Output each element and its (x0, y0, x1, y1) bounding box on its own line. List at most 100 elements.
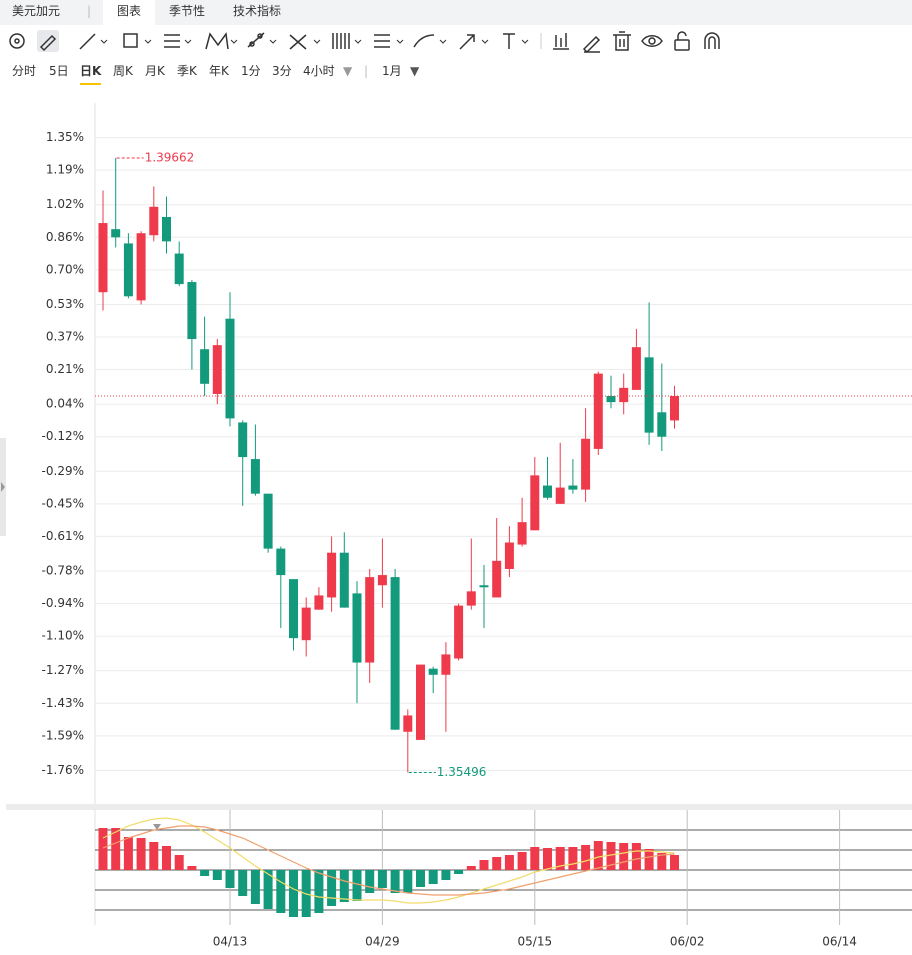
macd-bar (593, 841, 603, 870)
macd-bar (174, 855, 184, 870)
macd-bar (606, 842, 616, 870)
macd-bar (250, 870, 260, 904)
tool-ruler[interactable] (374, 34, 404, 48)
panel-divider (6, 804, 912, 810)
period[interactable]: 周K (113, 64, 133, 78)
marker (153, 824, 161, 830)
macd-bar (187, 866, 197, 870)
candle-body (314, 595, 324, 610)
candle-body (568, 485, 578, 490)
macd-bar (377, 870, 387, 888)
macd-bar (619, 843, 629, 870)
candle-body (136, 233, 146, 301)
tool-pattern[interactable] (205, 32, 238, 50)
macd-bar (149, 842, 159, 870)
period[interactable]: 年K (209, 64, 229, 78)
x-tick-label: 06/14 (822, 935, 857, 949)
tab[interactable]: 季节性 (169, 4, 206, 18)
tool-lock[interactable] (674, 31, 690, 51)
candle-body (581, 438, 591, 490)
period[interactable]: 1分 (241, 64, 261, 78)
tab-bar: 美元加元 | 图表 季节性 技术指标 (0, 0, 912, 25)
macd-bar (581, 845, 591, 870)
period[interactable]: 季K (177, 64, 197, 78)
tool-brush[interactable] (413, 34, 447, 48)
y-tick-label: 0.37% (46, 330, 84, 344)
tab[interactable]: 图表 (103, 0, 156, 25)
y-tick-label: -0.12% (42, 429, 84, 443)
period[interactable]: 月K (145, 64, 165, 78)
y-tick-label: -1.10% (42, 629, 84, 643)
period-bar: 分时 5日 日K 周K 月K 季K 年K 1分 3分 4小时 ▼ | 1月 ▼ (0, 57, 912, 87)
period[interactable]: 5日 (49, 64, 69, 78)
candle-body (377, 575, 387, 586)
candle-body (352, 593, 362, 663)
y-tick-label: 1.02% (46, 197, 84, 211)
candle-body (187, 282, 197, 340)
y-tick-label: 0.53% (46, 297, 84, 311)
y-tick-label: -0.61% (42, 529, 84, 543)
macd-bar (670, 855, 679, 870)
separator: | (364, 64, 369, 78)
tool-gann[interactable] (289, 34, 321, 50)
x-tick-label: 06/02 (670, 935, 705, 949)
y-tick-label: 0.04% (46, 397, 84, 411)
candle-body (619, 387, 629, 403)
macd-line (102, 817, 675, 904)
period[interactable]: 日K (80, 63, 102, 85)
tool-pencil[interactable] (37, 30, 59, 52)
min-label: 1.35496 (437, 765, 487, 779)
macd-bar (289, 870, 298, 917)
range[interactable]: 1月 (382, 64, 402, 78)
tool-arrow[interactable] (459, 34, 489, 50)
symbol: 美元加元 (12, 4, 61, 18)
tool-text[interactable] (503, 33, 529, 49)
macd-bar (504, 855, 514, 870)
candle-body (263, 493, 273, 549)
tab[interactable]: 技术指标 (233, 4, 282, 18)
y-tick-label: -1.43% (42, 696, 84, 710)
candle-body (162, 216, 171, 242)
tool-magnet[interactable] (9, 33, 25, 49)
tool-line[interactable] (79, 33, 108, 50)
tool-fib[interactable] (247, 32, 277, 48)
tool-eye[interactable] (641, 35, 663, 47)
candle-body (339, 552, 349, 608)
macd-bar (365, 870, 375, 893)
y-tick-label: -0.78% (42, 564, 84, 578)
candle-body (123, 243, 133, 297)
max-label: 1.39662 (145, 150, 195, 164)
period[interactable]: 3分 (272, 64, 292, 78)
macd-bar (98, 828, 108, 870)
candle-body (289, 579, 298, 639)
macd-bar (517, 852, 527, 870)
tool-bars[interactable] (332, 33, 362, 49)
dropdown-arrow[interactable]: ▼ (410, 64, 420, 78)
macd-bar (123, 837, 133, 870)
macd-bar (225, 870, 235, 888)
tool-edit[interactable] (582, 35, 601, 54)
candle-body (606, 396, 616, 403)
macd-bar (390, 870, 400, 893)
tool-chart[interactable] (553, 33, 569, 50)
candle-body (238, 422, 248, 458)
y-tick-label: -1.76% (42, 763, 84, 777)
period[interactable]: 分时 (12, 64, 37, 78)
tool-rect[interactable] (123, 33, 152, 48)
candle-body (657, 412, 667, 437)
tool-magnet2[interactable] (704, 32, 720, 49)
tool-hlines[interactable] (164, 34, 192, 48)
tool-delete[interactable] (613, 31, 631, 51)
candle-body (530, 475, 540, 531)
candle-body (212, 345, 222, 394)
candle-body (670, 396, 679, 421)
macd-bar (314, 870, 324, 913)
dropdown-arrow[interactable]: ▼ (343, 64, 353, 78)
macd-bar (479, 860, 489, 870)
macd-bar (644, 849, 654, 870)
candle-body (98, 223, 108, 293)
candle-body (466, 591, 476, 606)
period[interactable]: 4小时 (303, 64, 335, 78)
